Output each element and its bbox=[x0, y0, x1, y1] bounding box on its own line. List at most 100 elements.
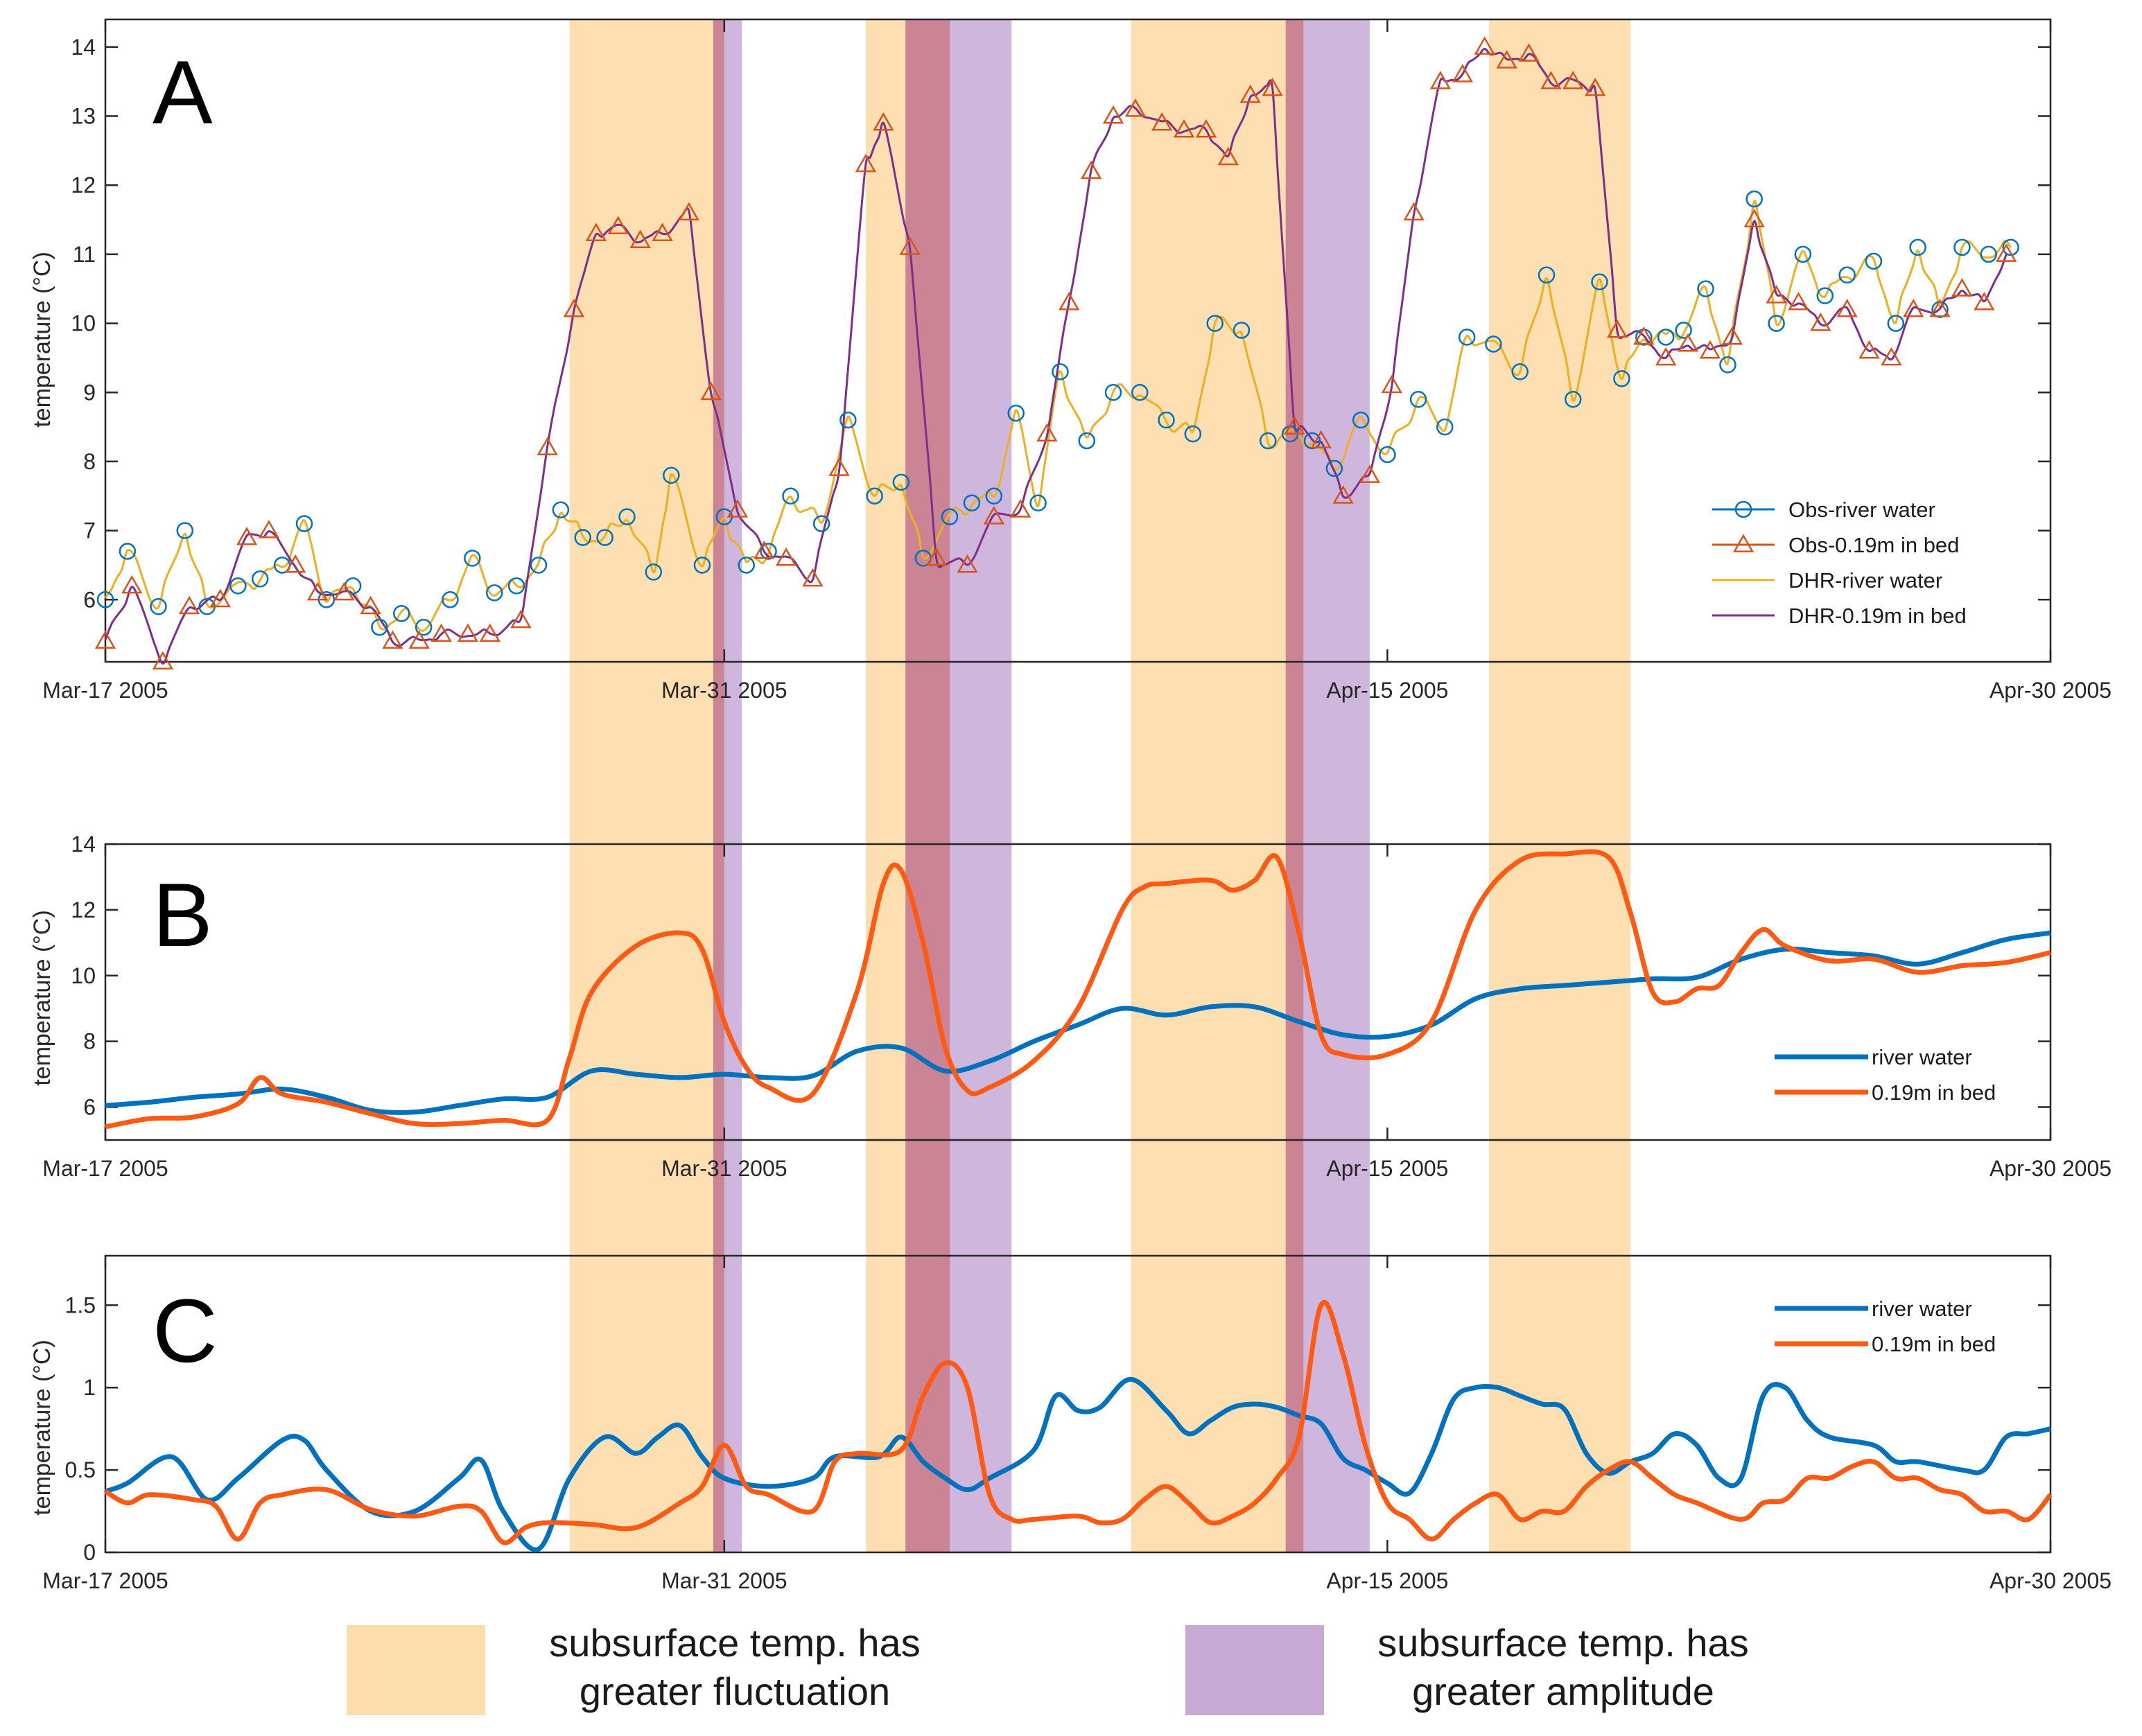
obs-bed-marker bbox=[479, 623, 500, 642]
river-water-line bbox=[104, 1376, 2051, 1552]
obs-river-water-marker bbox=[985, 487, 1003, 505]
obs-bed-marker bbox=[607, 216, 629, 235]
obs-river-water-marker bbox=[1485, 335, 1502, 353]
obs-bed-marker bbox=[700, 381, 722, 401]
y-tick-label: 10 bbox=[71, 963, 96, 988]
band-legend: subsurface temp. has greater fluctuation… bbox=[347, 1621, 1749, 1715]
obs-bed-marker bbox=[333, 581, 355, 601]
obs-bed-marker bbox=[1080, 160, 1102, 179]
obs-river-water-marker bbox=[295, 515, 313, 532]
obs-river-water-marker bbox=[176, 522, 194, 539]
obs-river-water-marker bbox=[393, 604, 410, 622]
obs-river-water-marker bbox=[371, 618, 388, 636]
obs-river-water-marker bbox=[1511, 363, 1529, 380]
y-tick-label: 12 bbox=[71, 897, 96, 922]
bed-line bbox=[104, 1300, 2053, 1545]
obs-bed-marker bbox=[1633, 326, 1655, 345]
legend-circle-marker bbox=[1734, 500, 1752, 518]
panel-b-axes bbox=[104, 843, 2052, 1141]
y-tick-label: 14 bbox=[71, 832, 96, 857]
obs-river-water-marker bbox=[1078, 432, 1096, 450]
obs-bed-marker bbox=[1452, 64, 1473, 82]
obs-river-water-marker bbox=[1538, 266, 1556, 284]
y-tick-label: 8 bbox=[83, 1029, 96, 1054]
amplitude-swatch bbox=[1185, 1625, 1324, 1715]
amplitude-legend-line2: greater amplitude bbox=[1412, 1669, 1714, 1713]
y-tick-label: 12 bbox=[71, 173, 96, 198]
obs-river-water-marker bbox=[251, 570, 269, 588]
obs-river-water-marker bbox=[1953, 238, 1971, 256]
obs-river-water-marker bbox=[812, 515, 830, 532]
obs-bed-marker bbox=[1036, 423, 1058, 442]
panel-a-y-ticks: 6 7 8 9 10 11 12 13 14 bbox=[71, 35, 2050, 612]
obs-bed-marker bbox=[983, 506, 1004, 525]
obs-bed-marker bbox=[1496, 50, 1517, 69]
overlap-band-2-2 bbox=[1285, 19, 1304, 1552]
y-tick-label: 0.5 bbox=[65, 1457, 96, 1482]
panel-c-y-axis-label: temperature (°C) bbox=[29, 1340, 55, 1516]
obs-bed-marker bbox=[1102, 105, 1124, 124]
obs-bed-marker bbox=[1788, 292, 1809, 310]
obs-river-water-marker bbox=[1719, 356, 1736, 374]
panel-b-y-ticks: 6 8 10 12 14 bbox=[71, 832, 2050, 1120]
panel-a-axes bbox=[104, 18, 2052, 663]
obs-bed-marker bbox=[1903, 299, 1924, 317]
obs-river-water-marker bbox=[96, 591, 114, 608]
obs-river-water-marker bbox=[1697, 280, 1714, 297]
obs-bed-marker bbox=[430, 623, 452, 642]
obs-river-water-marker bbox=[892, 473, 910, 491]
panel-a-lines bbox=[104, 48, 2012, 665]
obs-river-water-marker bbox=[1352, 411, 1370, 429]
obs-river-water-marker bbox=[1458, 328, 1476, 346]
obs-river-water-marker bbox=[1379, 446, 1396, 464]
obs-river-water-marker bbox=[839, 411, 857, 429]
obs-river-water-marker bbox=[1158, 411, 1175, 429]
panel-b-label: B bbox=[153, 864, 213, 965]
panel-c-axes bbox=[104, 1254, 2052, 1554]
obs-bed-marker bbox=[179, 595, 200, 615]
y-tick-label: 8 bbox=[83, 449, 96, 474]
legend-entry: river water bbox=[1872, 1297, 1972, 1321]
y-tick-label: 0 bbox=[83, 1540, 96, 1565]
obs-bed-marker bbox=[258, 520, 280, 538]
obs-bed-marker bbox=[925, 547, 948, 566]
obs-river-water-marker bbox=[1104, 384, 1122, 401]
obs-bed-marker bbox=[1810, 313, 1831, 331]
y-tick-label: 11 bbox=[73, 242, 96, 267]
obs-river-water-marker bbox=[1675, 322, 1692, 339]
obs-bed-marker bbox=[408, 630, 430, 649]
obs-river-water-marker bbox=[1325, 459, 1343, 477]
obs-bed-marker bbox=[899, 236, 921, 255]
obs-bed-marker bbox=[1974, 292, 1995, 310]
obs-bed-marker bbox=[1217, 146, 1239, 166]
shaded-bands bbox=[569, 19, 1631, 1552]
obs-bed-marker bbox=[360, 595, 381, 615]
x-tick-label: Mar-17 2005 bbox=[42, 1156, 168, 1181]
panel-c: 0 0.5 1 1.5 Mar-17 2005 Mar-31 2005 Apr-15 20… bbox=[29, 1254, 2111, 1593]
overlap-band-1-1 bbox=[905, 19, 950, 1552]
obs-bed-marker bbox=[1009, 499, 1031, 518]
obs-bed-marker bbox=[1677, 333, 1699, 352]
obs-river-water-marker bbox=[645, 563, 663, 581]
obs-river-water-marker bbox=[530, 556, 548, 574]
obs-bed-marker bbox=[1173, 119, 1195, 138]
legend-triangle-marker bbox=[1732, 534, 1754, 552]
obs-bed-marker bbox=[855, 153, 877, 173]
obs-river-water-marker bbox=[1909, 238, 1926, 256]
obs-bed-marker bbox=[828, 457, 850, 476]
obs-bed-marker bbox=[1858, 340, 1880, 359]
obs-bed-marker bbox=[678, 202, 699, 221]
obs-bed-marker bbox=[1881, 347, 1902, 366]
obs-bed-marker bbox=[1996, 243, 2017, 262]
panel-b-x-ticks: Mar-17 2005 Mar-31 2005 Apr-15 2005 Apr-30 … bbox=[42, 844, 2111, 1181]
obs-bed-marker bbox=[510, 609, 532, 629]
obs-river-water-marker bbox=[782, 487, 799, 505]
obs-bed-marker bbox=[802, 568, 824, 587]
obs-bed-marker bbox=[775, 547, 797, 566]
obs-bed-marker bbox=[1239, 85, 1261, 103]
y-tick-label: 6 bbox=[83, 587, 96, 612]
obs-bed-marker bbox=[1836, 299, 1858, 317]
legend-entry: Obs-river water bbox=[1788, 498, 1935, 522]
obs-bed-marker bbox=[306, 581, 329, 601]
